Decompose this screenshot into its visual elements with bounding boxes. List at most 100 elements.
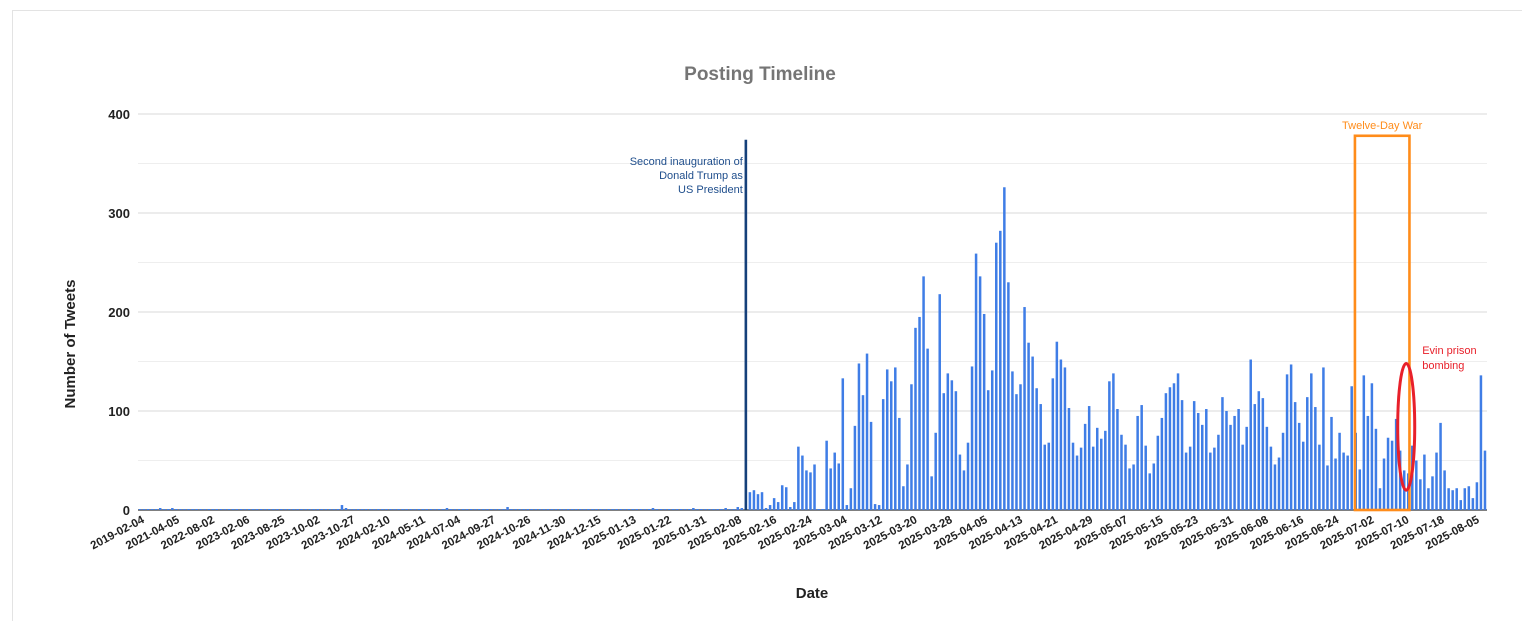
- bar: [583, 509, 586, 510]
- bar: [692, 508, 695, 510]
- annotations: Second inauguration of Donald Trump as US …: [630, 120, 1477, 512]
- bar: [187, 509, 190, 510]
- bar: [918, 316, 921, 510]
- bar: [716, 509, 719, 510]
- bar: [1277, 457, 1281, 510]
- bar: [215, 509, 219, 510]
- bar: [348, 509, 352, 510]
- bar: [1116, 409, 1119, 510]
- annotation-inauguration-text: US President: [678, 184, 743, 196]
- bar: [316, 509, 319, 510]
- bar: [1459, 500, 1462, 510]
- bar: [1144, 445, 1147, 510]
- bar: [1035, 388, 1038, 510]
- evin-ellipse: [1396, 361, 1417, 492]
- bar: [263, 509, 267, 510]
- bar: [748, 492, 752, 510]
- bar: [417, 509, 420, 510]
- bar: [651, 508, 655, 510]
- bar: [1427, 488, 1430, 510]
- bar: [409, 509, 412, 510]
- bar: [1374, 428, 1378, 510]
- bar: [776, 502, 780, 510]
- bar: [1322, 367, 1325, 510]
- bar: [356, 509, 360, 510]
- bar: [1015, 394, 1018, 510]
- bar: [1164, 393, 1168, 510]
- bar-inauguration: [744, 139, 748, 511]
- bar: [631, 509, 635, 510]
- bars: [138, 139, 1487, 511]
- bar: [1172, 383, 1176, 510]
- bar: [890, 381, 893, 510]
- bar: [675, 509, 679, 510]
- bar: [1148, 473, 1152, 510]
- bar: [1431, 476, 1434, 510]
- bar: [1483, 450, 1487, 510]
- bar: [1100, 438, 1103, 510]
- bar: [833, 452, 836, 510]
- bar: [562, 509, 566, 510]
- bar: [1479, 375, 1483, 510]
- bar: [756, 494, 760, 510]
- bar: [861, 395, 865, 510]
- bar: [1075, 455, 1079, 510]
- bar: [518, 509, 521, 510]
- bar: [1362, 375, 1366, 510]
- evin-label: bombing: [1422, 360, 1464, 372]
- bar: [1382, 458, 1386, 510]
- bar: [1083, 423, 1087, 510]
- bar: [534, 509, 538, 510]
- bar: [255, 509, 259, 510]
- bar: [175, 509, 178, 510]
- bar: [736, 507, 740, 510]
- bar: [764, 508, 768, 510]
- bar: [1233, 415, 1236, 510]
- bar: [510, 509, 513, 510]
- bar: [150, 509, 154, 510]
- bar: [1443, 470, 1446, 510]
- bar: [453, 509, 457, 510]
- bar: [1168, 387, 1172, 510]
- bar: [986, 390, 990, 510]
- bar: [1253, 404, 1257, 510]
- bar: [1007, 282, 1010, 510]
- bar: [1467, 486, 1471, 510]
- bar: [1451, 490, 1454, 510]
- bar: [1095, 427, 1099, 510]
- bar: [1209, 452, 1212, 510]
- bar: [167, 509, 170, 510]
- bar: [1471, 498, 1475, 510]
- y-tick-label: 200: [108, 305, 130, 320]
- bar: [1423, 454, 1426, 510]
- bar: [1366, 415, 1370, 510]
- bar: [1269, 446, 1273, 510]
- bar: [1055, 341, 1059, 510]
- bar: [300, 509, 303, 510]
- bar: [999, 230, 1002, 510]
- bar: [373, 509, 376, 510]
- bar: [922, 276, 925, 510]
- bar: [1120, 434, 1123, 510]
- bar: [797, 446, 800, 510]
- bar: [368, 509, 372, 510]
- bar: [482, 509, 485, 510]
- y-axis-title: Number of Tweets: [62, 280, 79, 409]
- bar: [1447, 488, 1450, 510]
- bar: [696, 509, 699, 510]
- bar: [211, 509, 214, 510]
- bar: [1306, 397, 1309, 510]
- bar: [603, 509, 606, 510]
- bar: [1326, 465, 1329, 510]
- bar: [752, 490, 756, 510]
- bar: [526, 509, 530, 510]
- bar: [1003, 187, 1006, 510]
- bar: [138, 509, 142, 510]
- bar: [1350, 386, 1353, 510]
- bar: [930, 476, 933, 510]
- bar: [946, 373, 950, 510]
- bar: [490, 509, 493, 510]
- bar: [1047, 442, 1051, 510]
- bar: [643, 509, 647, 510]
- bar: [219, 509, 223, 510]
